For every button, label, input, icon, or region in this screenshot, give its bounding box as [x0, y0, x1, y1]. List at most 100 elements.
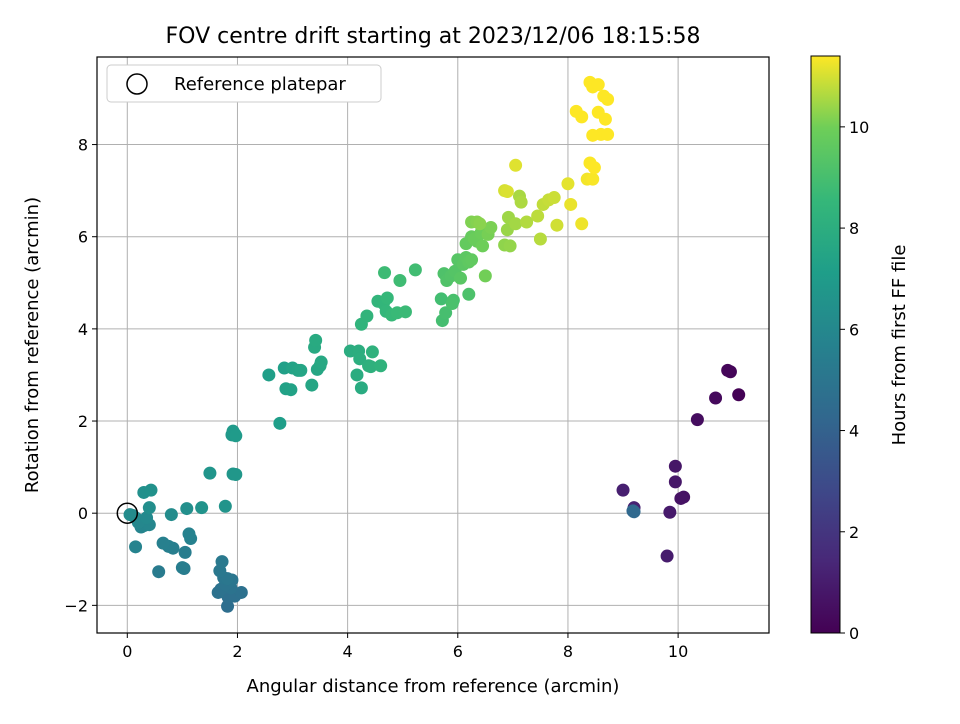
data-point	[601, 92, 615, 106]
data-point	[434, 292, 448, 306]
colorbar-tick-label: 10	[849, 118, 869, 137]
data-point	[309, 333, 323, 347]
data-point	[478, 269, 492, 283]
data-point	[709, 391, 723, 405]
reference-legend-marker-icon	[126, 73, 148, 95]
data-point	[531, 209, 545, 223]
data-point	[445, 297, 459, 311]
y-tick-label: 4	[78, 320, 88, 339]
data-point	[627, 505, 641, 519]
data-point	[591, 78, 605, 92]
colorbar-tick-label: 0	[849, 624, 859, 643]
data-point	[156, 536, 170, 550]
data-point	[533, 232, 547, 246]
grid-lines	[97, 57, 769, 633]
data-point	[178, 545, 192, 559]
x-tick-label: 2	[232, 642, 242, 661]
data-point	[350, 368, 364, 382]
data-point	[229, 467, 243, 481]
y-tick-label: 8	[78, 136, 88, 155]
data-point	[374, 359, 388, 373]
data-point	[218, 499, 232, 513]
data-point	[354, 381, 368, 395]
y-axis-ticks: −2 0 2 4 6 8	[64, 136, 97, 615]
data-point	[180, 502, 194, 516]
data-point	[732, 388, 746, 402]
data-point	[547, 191, 561, 205]
data-point	[465, 253, 479, 267]
data-point	[484, 220, 498, 234]
y-axis-label: Rotation from reference (arcmin)	[22, 197, 43, 493]
y-tick-label: 2	[78, 412, 88, 431]
x-tick-label: 4	[343, 642, 353, 661]
data-point	[690, 413, 704, 427]
y-tick-label: −2	[64, 596, 88, 615]
data-point	[123, 508, 137, 522]
data-point	[500, 185, 514, 199]
data-point	[454, 271, 468, 285]
data-point	[364, 360, 378, 374]
data-point	[601, 127, 615, 141]
legend: Reference platepar	[106, 64, 382, 103]
y-tick-label: 6	[78, 228, 88, 247]
data-point	[575, 217, 589, 231]
data-point	[660, 549, 674, 563]
data-point	[668, 459, 682, 473]
data-point	[284, 383, 298, 397]
data-point	[140, 511, 154, 525]
data-point	[569, 104, 583, 118]
data-point	[674, 491, 688, 505]
data-point	[229, 429, 243, 443]
data-point	[144, 483, 158, 497]
data-point	[663, 505, 677, 519]
x-axis-label: Angular distance from reference (arcmin)	[247, 676, 620, 697]
legend-entry-reference: Reference platepar	[174, 74, 346, 95]
reference-marker-group	[116, 502, 139, 524]
data-point	[215, 555, 229, 569]
data-point	[591, 105, 605, 119]
data-point	[195, 501, 209, 515]
data-point	[175, 561, 189, 575]
x-axis-ticks: 0 2 4 6 8 10	[122, 633, 688, 661]
colorbar-ticks: 0 2 4 6 8 10	[840, 118, 869, 643]
data-point	[142, 501, 156, 515]
data-point	[262, 368, 276, 382]
data-point	[564, 197, 578, 211]
data-point	[129, 540, 143, 554]
colorbar-tick-label: 6	[849, 320, 859, 339]
data-point	[164, 508, 178, 522]
data-point	[587, 161, 601, 175]
colorbar-gradient	[810, 55, 841, 634]
data-point	[393, 273, 407, 287]
data-point	[203, 466, 217, 480]
data-point	[476, 239, 490, 253]
data-points	[123, 75, 746, 613]
data-point	[360, 309, 374, 323]
data-point	[503, 239, 517, 253]
data-point	[305, 378, 319, 392]
chart-title: FOV centre drift starting at 2023/12/06 …	[166, 24, 701, 49]
data-point	[462, 287, 476, 301]
data-point	[221, 599, 235, 613]
data-point	[550, 218, 564, 232]
data-point	[514, 195, 528, 209]
data-point	[509, 158, 523, 172]
colorbar-tick-label: 4	[849, 422, 859, 441]
data-point	[234, 585, 248, 599]
colorbar-tick-label: 8	[849, 219, 859, 238]
legend-box	[106, 64, 382, 103]
x-tick-label: 10	[668, 642, 688, 661]
x-tick-label: 6	[453, 642, 463, 661]
data-point	[365, 345, 379, 359]
data-point	[509, 217, 523, 231]
data-point	[408, 263, 422, 277]
data-point	[586, 128, 600, 142]
data-point	[668, 475, 682, 489]
data-point	[378, 266, 392, 280]
y-tick-label: 0	[78, 504, 88, 523]
data-point	[586, 172, 600, 186]
data-point	[473, 217, 487, 231]
data-point	[182, 527, 196, 541]
